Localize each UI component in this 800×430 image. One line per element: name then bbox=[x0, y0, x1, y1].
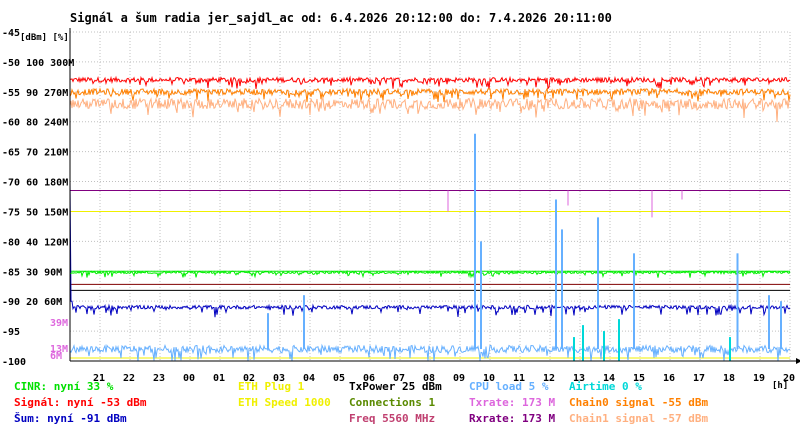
x-axis-arrow bbox=[796, 358, 800, 364]
legend-item: ETH Plug 1 bbox=[238, 380, 305, 393]
legend-item: Rxrate: 173 M bbox=[469, 412, 555, 425]
legend-item: ETH Speed 1000 bbox=[238, 396, 331, 409]
x-tick-label: 10 bbox=[483, 373, 495, 384]
y-tick-label: -90 20 60M bbox=[2, 297, 62, 308]
series-line bbox=[69, 87, 791, 103]
x-axis-unit: [h] bbox=[772, 381, 788, 391]
legend-item: Freq 5560 MHz bbox=[349, 412, 435, 425]
y-tick-label: -100 bbox=[2, 357, 26, 368]
x-tick-label: 15 bbox=[633, 373, 645, 384]
series-line bbox=[69, 75, 791, 90]
series-line bbox=[69, 96, 791, 123]
y-tick-label: -60 80 240M bbox=[2, 118, 68, 129]
legend-item: Chain0 signal -55 dBm bbox=[569, 396, 708, 409]
x-tick-label: 18 bbox=[723, 373, 735, 384]
x-tick-label: 07 bbox=[393, 373, 405, 384]
legend: CINR: nyní 33 % ETH Plug 1 TxPower 25 dBm C… bbox=[14, 380, 708, 425]
legend-item: Connections 1 bbox=[349, 396, 435, 409]
x-tick-label: 13 bbox=[573, 373, 585, 384]
legend-item: TxPower 25 dBm bbox=[349, 380, 442, 393]
series-line bbox=[69, 343, 791, 362]
x-tick-label: 09 bbox=[453, 373, 465, 384]
y-tick-label: -85 30 90M bbox=[2, 267, 62, 278]
x-tick-label: 14 bbox=[603, 373, 615, 384]
y-tick-label: -70 60 180M bbox=[2, 178, 68, 189]
x-tick-label: 01 bbox=[213, 373, 225, 384]
axes bbox=[69, 28, 800, 364]
rate-scale-label: 13M bbox=[50, 344, 68, 355]
x-tick-label: 08 bbox=[423, 373, 435, 384]
rate-scale-label: 6M bbox=[50, 351, 62, 362]
x-tick-label: 12 bbox=[543, 373, 555, 384]
spikes-layer bbox=[267, 133, 782, 361]
x-tick-label: 22 bbox=[123, 373, 135, 384]
y-tick-label: -80 40 120M bbox=[2, 237, 68, 248]
x-tick-label: 16 bbox=[663, 373, 675, 384]
rate-scale-label: 39M bbox=[50, 318, 68, 329]
grid bbox=[70, 31, 791, 362]
chart-title: Signál a šum radia jer_sajdl_ac od: 6.4.… bbox=[70, 11, 612, 26]
y-tick-label: -45 bbox=[2, 28, 20, 39]
legend-item: CINR: nyní 33 % bbox=[14, 380, 114, 393]
series-line bbox=[69, 181, 791, 318]
y-tick-label: -55 90 270M bbox=[2, 88, 68, 99]
x-tick-label: 23 bbox=[153, 373, 165, 384]
y-tick-label: -75 50 150M bbox=[2, 207, 68, 218]
y-tick-label: -50 100 300M bbox=[2, 58, 74, 69]
legend-item: Txrate: 173 M bbox=[469, 396, 555, 409]
legend-item: Šum: nyní -91 dBm bbox=[14, 412, 127, 425]
x-tick-label: 03 bbox=[273, 373, 285, 384]
series-layer bbox=[69, 75, 791, 362]
legend-item: CPU load 5 % bbox=[469, 380, 549, 393]
x-tick-label: 05 bbox=[333, 373, 345, 384]
legend-item: Signál: nyní -53 dBm bbox=[14, 396, 147, 409]
x-tick-label: 02 bbox=[243, 373, 255, 384]
tick-labels: -45 -50 100 300M -55 90 270M -60 80 240M -65… bbox=[2, 28, 795, 384]
y-tick-label: -95 bbox=[2, 327, 20, 338]
y-tick-label: -65 70 210M bbox=[2, 148, 68, 159]
x-tick-label: 20 bbox=[783, 373, 795, 384]
x-tick-label: 06 bbox=[363, 373, 375, 384]
legend-item: Airtime 0 % bbox=[569, 380, 642, 393]
legend-item: Chain1 signal -57 dBm bbox=[569, 412, 708, 425]
x-tick-label: 17 bbox=[693, 373, 705, 384]
series-line bbox=[70, 269, 791, 279]
y-axis-units: [dBm] [%] bbox=[20, 33, 69, 43]
x-tick-label: 11 bbox=[513, 373, 525, 384]
x-tick-label: 04 bbox=[303, 373, 315, 384]
x-tick-label: 21 bbox=[93, 373, 105, 384]
x-tick-label: 19 bbox=[753, 373, 765, 384]
x-tick-label: 00 bbox=[183, 373, 195, 384]
